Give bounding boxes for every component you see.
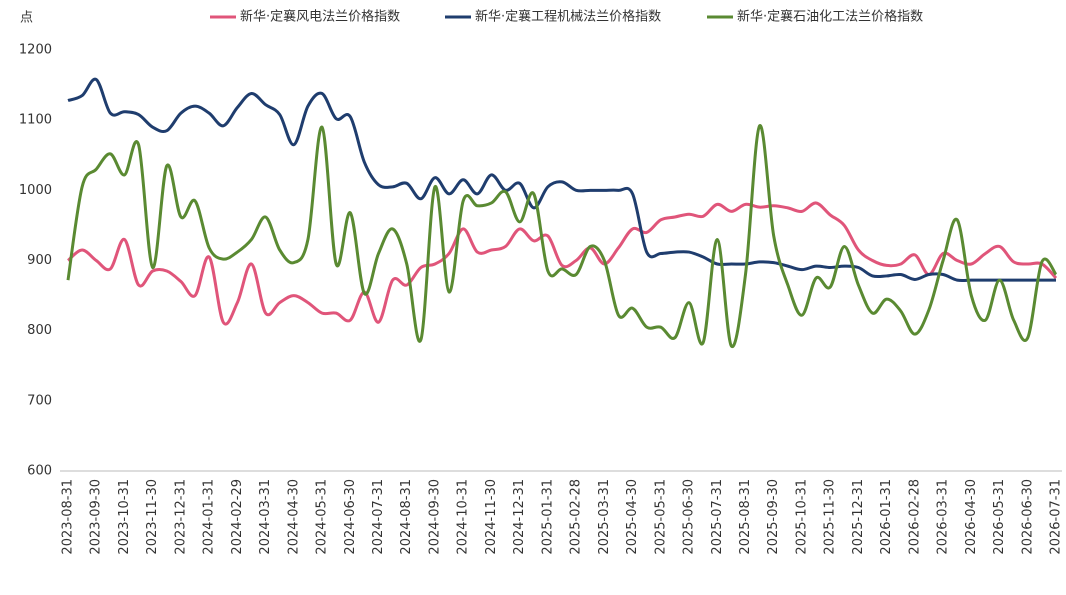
x-tick-label: 2024-04-30 (286, 479, 301, 555)
x-tick-label: 2024-02-29 (230, 479, 245, 555)
x-tick-label: 2023-12-31 (173, 479, 188, 555)
x-tick-label: 2026-01-31 (879, 479, 894, 555)
x-tick-label: 2026-05-31 (992, 479, 1007, 555)
y-tick-label: 1100 (19, 113, 52, 128)
x-tick-label: 2023-10-31 (117, 479, 132, 555)
x-tick-label: 2025-06-30 (682, 479, 697, 555)
legend-label: 新华·定襄石油化工法兰价格指数 (737, 9, 923, 25)
x-tick-label: 2025-02-28 (569, 479, 584, 555)
y-tick-label: 1200 (19, 43, 52, 58)
x-tick-label: 2025-08-31 (738, 479, 753, 555)
x-tick-label: 2023-11-30 (145, 479, 160, 555)
x-tick-label: 2025-09-30 (766, 479, 781, 555)
x-tick-label: 2026-02-28 (907, 479, 922, 555)
x-tick-label: 2025-10-31 (794, 479, 809, 555)
x-tick-label: 2023-08-31 (61, 479, 76, 555)
x-tick-label: 2024-01-31 (202, 479, 217, 555)
x-tick-label: 2026-04-30 (964, 479, 979, 555)
y-tick-label: 700 (27, 393, 52, 408)
x-tick-label: 2026-06-30 (1020, 479, 1035, 555)
x-tick-label: 2025-04-30 (625, 479, 640, 555)
x-tick-label: 2024-12-31 (512, 479, 527, 555)
x-tick-label: 2024-09-30 (427, 479, 442, 555)
x-tick-label: 2025-11-30 (823, 479, 838, 555)
x-tick-label: 2024-06-30 (343, 479, 358, 555)
series-line (66, 124, 1058, 349)
x-tick-label: 2025-03-31 (597, 479, 612, 555)
x-tick-label: 2026-03-31 (936, 479, 951, 555)
x-tick-label: 2024-03-31 (258, 479, 273, 555)
x-tick-label: 2024-05-31 (315, 479, 330, 555)
x-tick-label: 2026-07-31 (1049, 479, 1064, 555)
y-tick-label: 800 (27, 323, 52, 338)
x-tick-label: 2024-07-31 (371, 479, 386, 555)
y-axis-label: 点 (20, 11, 33, 26)
series-line (67, 201, 1058, 326)
x-tick-label: 2024-08-31 (399, 479, 414, 555)
y-tick-label: 900 (27, 253, 52, 268)
x-tick-label: 2024-11-30 (484, 479, 499, 555)
x-tick-label: 2025-12-31 (851, 479, 866, 555)
legend-label: 新华·定襄工程机械法兰价格指数 (475, 9, 661, 25)
series-line (67, 77, 1056, 283)
x-tick-label: 2025-07-31 (710, 479, 725, 555)
x-tick-label: 2025-05-31 (653, 479, 668, 555)
y-tick-label: 1000 (19, 183, 52, 198)
legend-label: 新华·定襄风电法兰价格指数 (240, 9, 400, 25)
x-tick-label: 2023-09-30 (89, 479, 104, 555)
x-tick-label: 2025-01-31 (540, 479, 555, 555)
y-tick-label: 600 (27, 464, 52, 479)
x-tick-label: 2024-10-31 (456, 479, 471, 555)
